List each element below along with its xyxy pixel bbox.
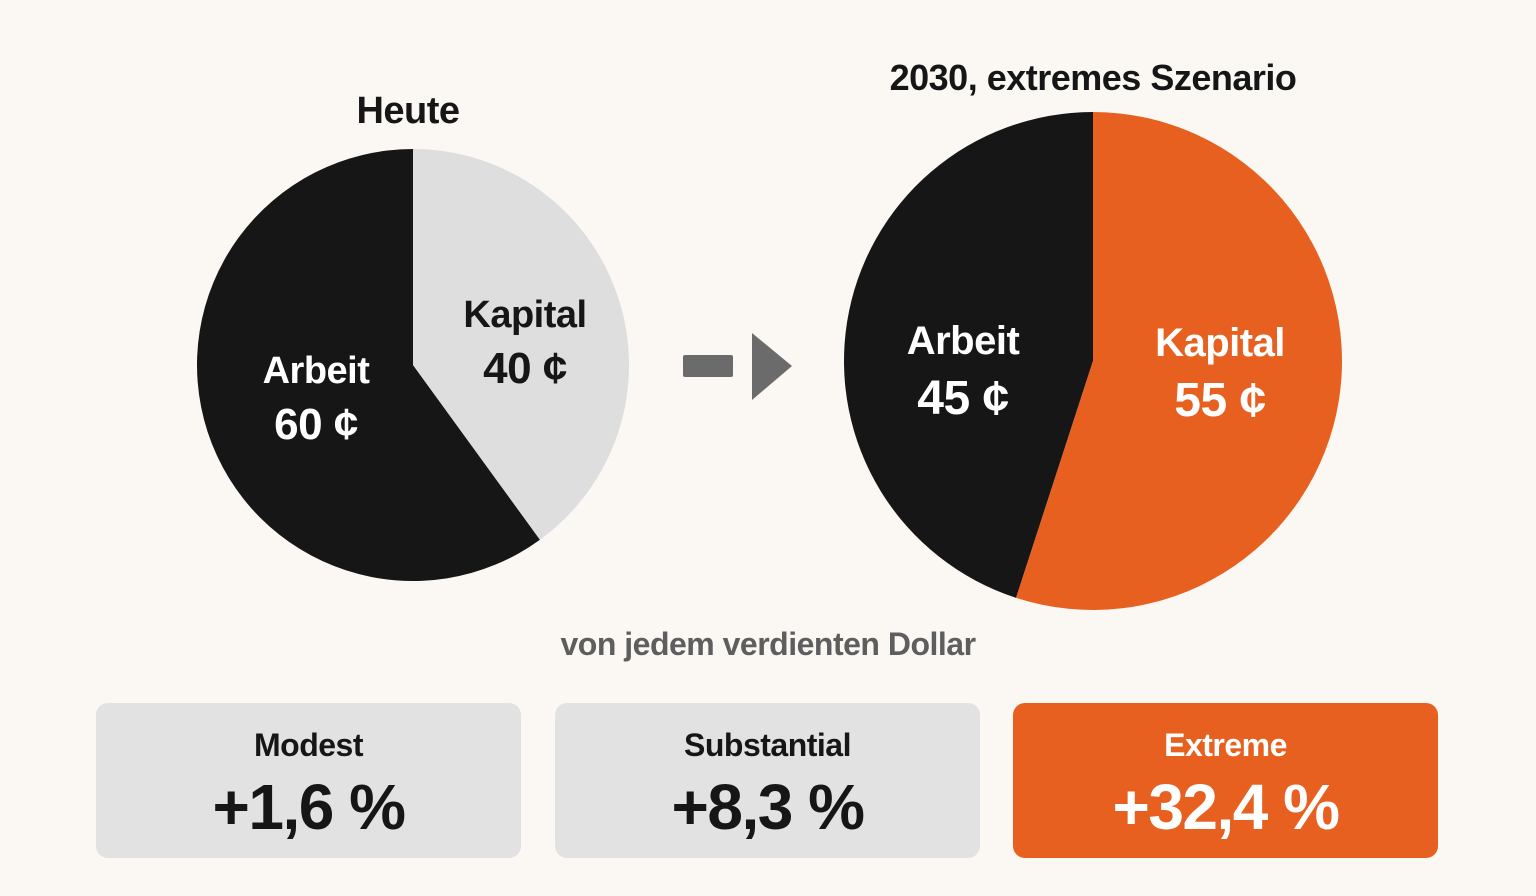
pie-slice-arbeit [844, 112, 1093, 598]
pie-charts: Heute Arbeit 60 ¢ Kapital 40 ¢ 2030, extreme… [197, 57, 1342, 610]
slice-label-kapital: Kapital [1155, 321, 1285, 365]
scenario-label: Extreme [1164, 727, 1287, 763]
pie-chart-2030: 2030, extremes Szenario Arbeit 45 ¢ Kapital… [844, 57, 1342, 610]
chart-title: 2030, extremes Szenario [890, 57, 1297, 98]
slice-value-kapital: 55 ¢ [1174, 374, 1265, 427]
scenario-card-extreme: Extreme +32,4 % [1013, 703, 1438, 858]
pie-slice-kapital [413, 149, 630, 540]
pie-slice-kapital [1016, 111, 1342, 610]
slice-value-arbeit: 60 ¢ [274, 400, 358, 449]
pie-chart-today: Heute Arbeit 60 ¢ Kapital 40 ¢ [197, 90, 630, 581]
pie-slice-arbeit [197, 149, 540, 581]
scenario-label: Modest [254, 727, 364, 763]
arrow-right-icon [683, 333, 792, 400]
slice-label-arbeit: Arbeit [263, 350, 371, 392]
slice-value-arbeit: 45 ¢ [917, 372, 1008, 425]
chart-subtitle: von jedem verdienten Dollar [560, 626, 976, 662]
scenario-value: +8,3 % [671, 771, 865, 843]
chart-title: Heute [356, 90, 459, 132]
scenario-label: Substantial [684, 727, 851, 763]
scenario-card-modest: Modest +1,6 % [96, 703, 521, 858]
scenario-value: +1,6 % [212, 771, 406, 843]
slice-label-arbeit: Arbeit [907, 319, 1020, 363]
slice-value-kapital: 40 ¢ [483, 344, 567, 393]
scenario-value: +32,4 % [1112, 771, 1340, 843]
slice-label-kapital: Kapital [463, 294, 586, 336]
scenario-card-substantial: Substantial +8,3 % [555, 703, 980, 858]
